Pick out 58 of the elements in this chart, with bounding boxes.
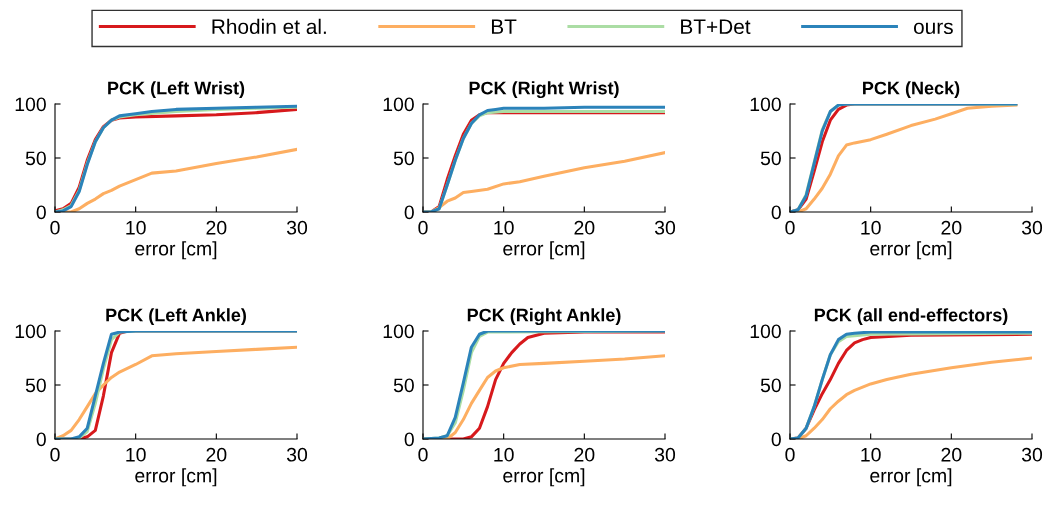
y-tick-label: 50 <box>760 378 781 393</box>
legend-label: BT+Det <box>681 19 751 35</box>
y-tick-label: 100 <box>15 324 46 339</box>
x-tick-label: 30 <box>286 220 308 235</box>
y-tick-label: 0 <box>404 205 414 220</box>
y-tick-label: 50 <box>25 378 46 393</box>
x-tick-label: 20 <box>206 447 227 462</box>
x-tick-label: 0 <box>785 220 795 235</box>
y-tick-label: 50 <box>760 151 781 166</box>
legend-label: ours <box>913 22 953 35</box>
x-tick-label: 30 <box>286 447 308 462</box>
y-tick-label: 0 <box>36 205 46 220</box>
x-tick-label: 30 <box>1021 447 1043 462</box>
y-tick-label: 50 <box>393 378 414 393</box>
x-axis-title: error [cm] <box>503 468 585 487</box>
chart-title: PCK (Right Wrist) <box>469 81 619 99</box>
x-tick-label: 20 <box>574 447 595 462</box>
x-tick-label: 0 <box>418 220 428 235</box>
x-tick-label: 30 <box>654 447 676 462</box>
chart-title: PCK (Neck) <box>863 81 960 99</box>
x-tick-label: 20 <box>941 447 962 462</box>
x-tick-label: 10 <box>126 220 146 235</box>
x-tick-label: 10 <box>861 447 881 462</box>
x-tick-label: 10 <box>861 220 881 235</box>
x-tick-label: 0 <box>50 447 60 462</box>
legend-label: Rhodin et al. <box>212 18 326 35</box>
chart-title: PCK (Right Ankle) <box>467 308 621 326</box>
chart-title: PCK (all end-effectors) <box>814 308 1008 326</box>
x-tick-label: 20 <box>574 220 595 235</box>
legend-label: BT <box>491 19 517 34</box>
x-axis-title: error [cm] <box>503 241 585 260</box>
y-tick-label: 0 <box>404 432 414 447</box>
x-tick-label: 30 <box>654 220 676 235</box>
x-tick-label: 20 <box>206 220 227 235</box>
y-tick-label: 100 <box>383 324 414 339</box>
x-axis-title: error [cm] <box>135 241 217 260</box>
x-tick-label: 30 <box>1021 220 1043 235</box>
x-axis-title: error [cm] <box>870 241 952 260</box>
y-tick-label: 0 <box>771 432 781 447</box>
y-tick-label: 100 <box>750 324 781 339</box>
x-tick-label: 0 <box>418 447 428 462</box>
y-tick-label: 50 <box>393 151 414 166</box>
x-tick-label: 0 <box>50 220 60 235</box>
y-tick-label: 0 <box>771 205 781 220</box>
x-tick-label: 20 <box>941 220 962 235</box>
x-tick-label: 10 <box>494 220 514 235</box>
chart-title: PCK (Left Wrist) <box>108 81 245 99</box>
chart-title: PCK (Left Ankle) <box>106 308 246 326</box>
y-tick-label: 100 <box>383 97 414 112</box>
y-tick-label: 0 <box>36 432 46 447</box>
y-tick-label: 50 <box>25 151 46 166</box>
y-tick-label: 100 <box>750 97 781 112</box>
x-axis-title: error [cm] <box>870 468 952 487</box>
x-tick-label: 0 <box>785 447 795 462</box>
x-tick-label: 10 <box>494 447 514 462</box>
y-tick-label: 100 <box>15 97 46 112</box>
x-axis-title: error [cm] <box>135 468 217 487</box>
x-tick-label: 10 <box>126 447 146 462</box>
